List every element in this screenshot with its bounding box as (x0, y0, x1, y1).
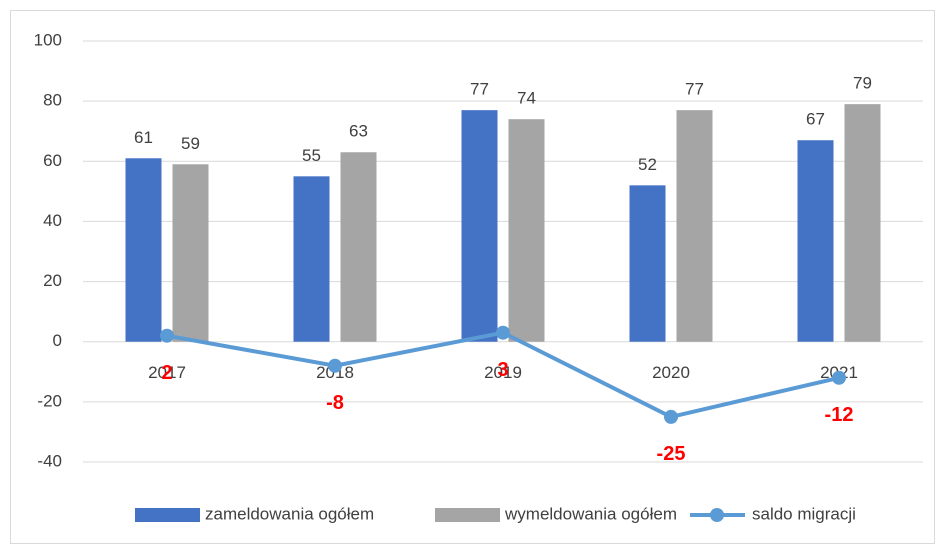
x-tick-label: 2019 (484, 363, 522, 382)
bar-value-label: 59 (181, 134, 200, 153)
bar (797, 140, 834, 342)
line-value-label: 3 (497, 359, 508, 381)
legend-swatch (435, 508, 500, 522)
bar-value-label: 67 (806, 110, 825, 129)
line-value-label: -25 (657, 443, 686, 465)
bar-value-label: 79 (853, 74, 872, 93)
line-marker (496, 325, 510, 340)
line-marker (160, 328, 174, 343)
bar-value-label: 77 (685, 80, 704, 99)
y-tick-label: 20 (43, 271, 62, 290)
x-tick-label: 2017 (148, 363, 186, 382)
line-marker (328, 358, 342, 373)
y-tick-label: 60 (43, 151, 62, 170)
line-value-label: -8 (326, 392, 344, 414)
x-tick-label: 2020 (652, 363, 690, 382)
bar (508, 119, 545, 342)
bar-value-label: 52 (638, 155, 657, 174)
y-tick-label: 80 (43, 91, 62, 110)
bar (844, 104, 881, 342)
line-marker (832, 370, 846, 385)
legend-marker (710, 508, 724, 522)
y-tick-label: -20 (37, 391, 62, 410)
bar (172, 164, 209, 342)
y-tick-label: -40 (37, 451, 62, 470)
legend-label: zameldowania ogółem (205, 504, 374, 523)
bar (125, 158, 162, 342)
bar-value-label: 74 (517, 89, 536, 108)
y-tick-label: 0 (53, 331, 62, 350)
legend-label: saldo migracji (752, 504, 856, 523)
bar (340, 152, 377, 342)
bar-value-label: 55 (302, 146, 321, 165)
y-tick-label: 40 (43, 211, 62, 230)
bar (676, 110, 713, 342)
bar (461, 110, 498, 342)
line-value-label: -12 (825, 404, 854, 426)
bar (293, 176, 330, 342)
bar (629, 185, 666, 342)
y-tick-label: 100 (34, 30, 62, 49)
line-marker (664, 409, 678, 424)
legend-label: wymeldowania ogółem (504, 504, 677, 523)
bar-value-label: 61 (134, 128, 153, 147)
bar-value-label: 63 (349, 122, 368, 141)
bar-value-label: 77 (470, 80, 489, 99)
line-value-label: 2 (161, 362, 172, 384)
legend-swatch (135, 508, 200, 522)
